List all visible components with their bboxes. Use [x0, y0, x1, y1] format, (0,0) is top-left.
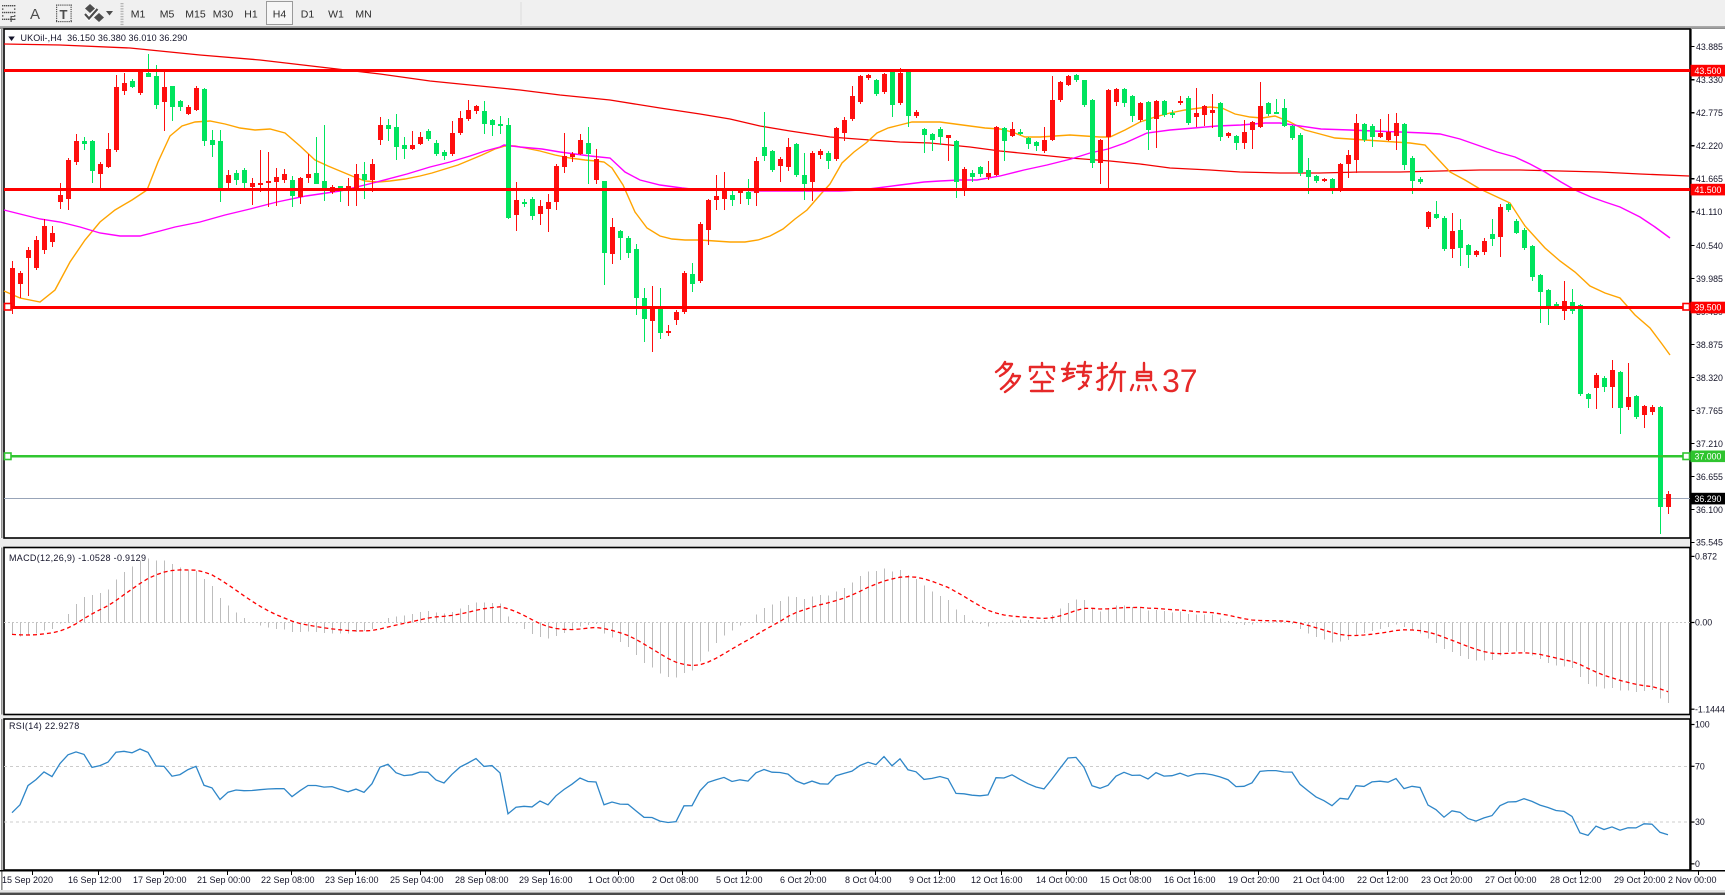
svg-text:6 Oct 20:00: 6 Oct 20:00 [780, 875, 827, 885]
svg-text:0: 0 [1695, 859, 1700, 869]
svg-text:17 Sep 20:00: 17 Sep 20:00 [133, 875, 187, 885]
svg-text:16 Sep 12:00: 16 Sep 12:00 [68, 875, 122, 885]
svg-text:43.885: 43.885 [1696, 42, 1723, 52]
svg-text:100: 100 [1695, 720, 1710, 730]
svg-text:15 Sep 2020: 15 Sep 2020 [2, 875, 53, 885]
svg-text:27 Oct 00:00: 27 Oct 00:00 [1485, 875, 1537, 885]
svg-text:41.665: 41.665 [1696, 174, 1723, 184]
svg-text:M15: M15 [185, 9, 206, 21]
svg-text:38.875: 38.875 [1696, 340, 1723, 350]
svg-text:8 Oct 04:00: 8 Oct 04:00 [845, 875, 892, 885]
svg-text:35.545: 35.545 [1696, 538, 1723, 548]
svg-text:5 Oct 12:00: 5 Oct 12:00 [716, 875, 763, 885]
svg-text:30: 30 [1695, 817, 1705, 827]
svg-text:2 Nov 00:00: 2 Nov 00:00 [1668, 875, 1717, 885]
svg-text:MN: MN [355, 9, 371, 21]
svg-text:37: 37 [1162, 363, 1198, 399]
svg-text:M5: M5 [160, 9, 175, 21]
svg-text:H1: H1 [244, 9, 258, 21]
svg-text:0.00: 0.00 [1695, 618, 1712, 628]
svg-text:36.290: 36.290 [1695, 494, 1722, 504]
svg-text:2 Oct 08:00: 2 Oct 08:00 [652, 875, 699, 885]
svg-text:T: T [60, 7, 68, 22]
svg-text:29 Oct 20:00: 29 Oct 20:00 [1614, 875, 1666, 885]
svg-text:43.500: 43.500 [1695, 66, 1722, 76]
svg-text:43.330: 43.330 [1696, 75, 1723, 85]
svg-text:-1.1444: -1.1444 [1695, 704, 1725, 714]
svg-text:H4: H4 [273, 9, 287, 21]
svg-text:23 Oct 20:00: 23 Oct 20:00 [1421, 875, 1473, 885]
svg-text:42.220: 42.220 [1696, 141, 1723, 151]
svg-text:W1: W1 [328, 9, 344, 21]
svg-text:29 Sep 16:00: 29 Sep 16:00 [519, 875, 573, 885]
svg-text:37.000: 37.000 [1695, 452, 1722, 462]
svg-text:25 Sep 04:00: 25 Sep 04:00 [390, 875, 444, 885]
svg-text:39.985: 39.985 [1696, 274, 1723, 284]
svg-text:70: 70 [1695, 762, 1705, 772]
svg-text:41.500: 41.500 [1695, 185, 1722, 195]
svg-text:36.655: 36.655 [1696, 472, 1723, 482]
svg-text:D1: D1 [301, 9, 315, 21]
svg-text:12 Oct 16:00: 12 Oct 16:00 [971, 875, 1023, 885]
svg-text:28 Oct 12:00: 28 Oct 12:00 [1550, 875, 1602, 885]
svg-text:28 Sep 08:00: 28 Sep 08:00 [455, 875, 509, 885]
svg-text:UKOil-,H4 36.150 36.380 36.01: UKOil-,H4 36.150 36.380 36.010 36.290 [21, 33, 188, 43]
svg-text:21 Sep 00:00: 21 Sep 00:00 [197, 875, 251, 885]
svg-text:19 Oct 20:00: 19 Oct 20:00 [1228, 875, 1280, 885]
svg-text:0.872: 0.872 [1695, 552, 1717, 562]
svg-text:9 Oct 12:00: 9 Oct 12:00 [909, 875, 956, 885]
svg-text:37.210: 37.210 [1696, 439, 1723, 449]
svg-text:A: A [30, 6, 40, 23]
svg-text:RSI(14) 22.9278: RSI(14) 22.9278 [9, 721, 80, 731]
svg-text:F: F [10, 15, 15, 24]
svg-text:15 Oct 08:00: 15 Oct 08:00 [1100, 875, 1152, 885]
svg-text:14 Oct 00:00: 14 Oct 00:00 [1036, 875, 1088, 885]
svg-text:39.500: 39.500 [1695, 303, 1722, 313]
svg-text:21 Oct 04:00: 21 Oct 04:00 [1293, 875, 1345, 885]
svg-text:23 Sep 16:00: 23 Sep 16:00 [325, 875, 379, 885]
svg-text:M30: M30 [213, 9, 234, 21]
svg-text:16 Oct 16:00: 16 Oct 16:00 [1164, 875, 1216, 885]
svg-text:36.100: 36.100 [1696, 505, 1723, 515]
svg-text:41.110: 41.110 [1696, 207, 1722, 217]
svg-text:42.775: 42.775 [1696, 108, 1723, 118]
svg-text:38.320: 38.320 [1696, 373, 1723, 383]
svg-text:MACD(12,26,9) -1.0528 -0.9129: MACD(12,26,9) -1.0528 -0.9129 [9, 553, 146, 563]
svg-text:22 Sep 08:00: 22 Sep 08:00 [261, 875, 315, 885]
svg-text:M1: M1 [131, 9, 146, 21]
svg-text:1 Oct 00:00: 1 Oct 00:00 [588, 875, 635, 885]
svg-text:37.765: 37.765 [1696, 406, 1723, 416]
svg-text:22 Oct 12:00: 22 Oct 12:00 [1357, 875, 1409, 885]
svg-text:40.540: 40.540 [1696, 241, 1723, 251]
